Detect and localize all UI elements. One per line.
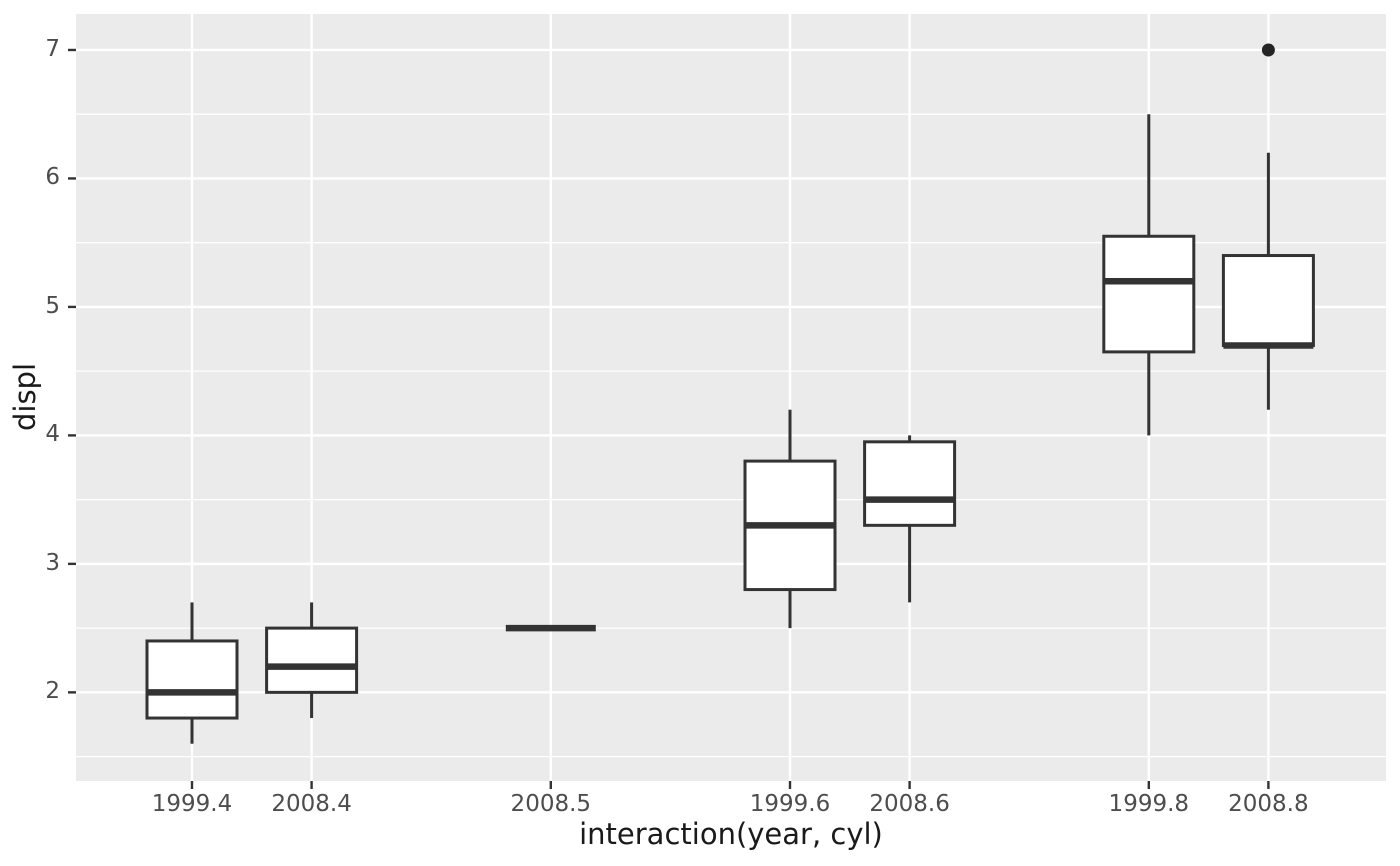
y-tick-label: 3 [45, 549, 60, 576]
y-tick-label: 5 [45, 292, 60, 319]
box-iqr [1221, 254, 1315, 347]
x-tick-label: 2008.4 [271, 791, 352, 817]
x-tick-label: 1999.4 [151, 791, 233, 817]
box-iqr [1102, 234, 1196, 354]
box-iqr [265, 626, 359, 694]
box-iqr [145, 639, 239, 720]
outlier-point [1261, 43, 1275, 57]
y-tick-label: 2 [45, 678, 60, 705]
x-tick-label: 1999.8 [1108, 791, 1190, 817]
y-tick-label: 7 [45, 35, 60, 62]
y-tick-label: 4 [45, 421, 60, 448]
box-iqr [863, 440, 957, 527]
x-tick-label: 2008.5 [510, 791, 592, 817]
x-tick-label: 1999.6 [749, 791, 831, 817]
y-axis-title: displ [8, 362, 42, 432]
x-axis-title: interaction(year, cyl) [579, 817, 883, 851]
x-tick-label: 2008.6 [869, 791, 950, 817]
y-tick-label: 6 [45, 164, 60, 191]
x-tick-label: 2008.8 [1228, 791, 1309, 817]
